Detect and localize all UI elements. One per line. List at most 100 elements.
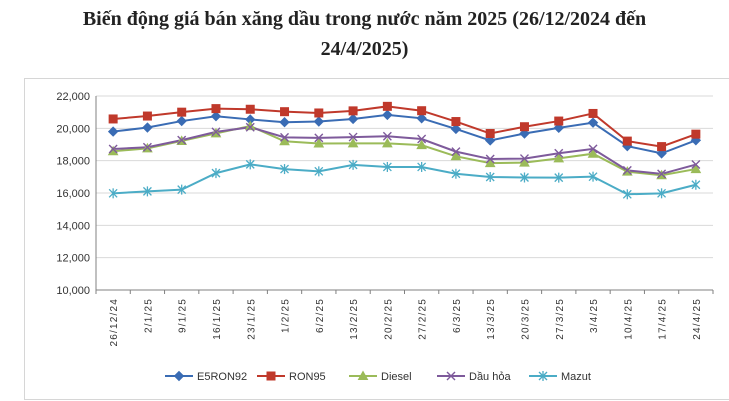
data-point xyxy=(142,142,152,152)
chart-title: Biến động giá bán xăng dầu trong nước nă… xyxy=(0,4,729,64)
data-point xyxy=(519,128,530,139)
data-point xyxy=(519,157,530,167)
legend-item: E5RON92 xyxy=(165,370,247,383)
legend-label: Diesel xyxy=(381,371,412,383)
data-point xyxy=(211,127,221,137)
legend-label: Dầu hỏa xyxy=(469,371,511,383)
x-tick-label: 20/3/25 xyxy=(520,298,531,340)
data-point xyxy=(245,159,255,170)
data-point xyxy=(484,135,496,146)
series-markers xyxy=(107,101,702,200)
x-tick-label: 6/2/25 xyxy=(315,298,326,333)
data-point xyxy=(382,109,393,121)
x-tick-label: 1/2/25 xyxy=(281,298,292,333)
data-point-stroke xyxy=(177,135,187,145)
data-point xyxy=(451,117,461,127)
data-point xyxy=(280,132,290,142)
data-point xyxy=(245,122,255,132)
data-point xyxy=(348,132,358,142)
legend: E5RON92 RON95 Diesel Dầu hỏa Mazut xyxy=(165,370,591,383)
data-point xyxy=(587,117,599,128)
data-point-stroke xyxy=(691,160,701,170)
data-point xyxy=(280,164,289,175)
data-point xyxy=(622,189,632,200)
data-point xyxy=(142,111,152,121)
data-point xyxy=(314,108,324,118)
x-tick-label: 17/4/25 xyxy=(658,298,669,340)
data-point xyxy=(622,165,632,175)
data-point xyxy=(211,104,221,114)
x-axis-ticks: 26/12/24 2/1/25 9/1/25 16/1/25 23/1/25 1/2/25… xyxy=(109,298,703,347)
x-tick-label: 13/2/25 xyxy=(349,298,360,340)
data-point-stroke xyxy=(657,169,667,179)
data-point xyxy=(177,184,187,195)
data-point xyxy=(347,113,359,125)
x-tick-label: 6/3/25 xyxy=(452,298,463,333)
data-point-stroke xyxy=(382,131,392,141)
data-point xyxy=(417,134,427,144)
x-tick-label: 3/4/25 xyxy=(589,298,600,333)
data-point xyxy=(417,106,427,116)
data-point xyxy=(450,123,462,135)
data-point-stroke xyxy=(108,144,118,154)
data-point xyxy=(691,179,701,190)
data-point xyxy=(450,150,462,161)
y-axis-ticks: 10,000 12,000 14,000 16,000 18,000 20,000 22,0… xyxy=(56,91,90,297)
y-tick-label: 18,000 xyxy=(56,156,90,168)
data-point-stroke xyxy=(519,154,529,164)
data-point xyxy=(347,137,359,148)
data-point xyxy=(520,172,529,183)
legend-item: Mazut xyxy=(529,371,591,383)
series-line-ron95 xyxy=(113,105,697,148)
data-point-stroke xyxy=(588,144,598,154)
data-point xyxy=(382,161,392,172)
data-point xyxy=(348,159,358,170)
data-point xyxy=(382,101,392,111)
chart-title-line1: Biến động giá bán xăng dầu trong nước nă… xyxy=(82,8,647,30)
series-line-diesel xyxy=(113,125,697,177)
data-point xyxy=(266,371,276,381)
series-line-dầu-hỏa xyxy=(113,126,697,175)
data-point xyxy=(313,138,325,148)
data-point xyxy=(173,370,185,382)
data-point xyxy=(622,136,632,146)
data-point xyxy=(108,188,118,199)
data-point xyxy=(657,142,667,152)
data-point xyxy=(553,122,564,134)
data-point xyxy=(245,104,255,114)
data-point xyxy=(280,107,290,117)
data-point xyxy=(554,116,564,126)
data-point xyxy=(142,186,152,197)
data-point xyxy=(382,137,393,148)
data-point xyxy=(314,166,324,177)
legend-item: RON95 xyxy=(257,371,326,383)
chart-panel xyxy=(24,78,729,400)
legend-item: Dầu hỏa xyxy=(437,371,511,383)
data-point xyxy=(107,126,119,137)
data-point xyxy=(553,152,565,163)
data-point xyxy=(690,163,702,174)
chart-title-line2: 24/4/2025) xyxy=(320,38,409,60)
x-tick-label: 20/2/25 xyxy=(383,298,394,340)
data-point-stroke xyxy=(314,133,324,143)
data-point xyxy=(348,106,358,116)
data-point xyxy=(244,120,256,131)
legend-item: Diesel xyxy=(349,370,412,383)
data-point xyxy=(417,161,427,172)
x-tick-label: 13/3/25 xyxy=(486,298,497,340)
data-point-stroke xyxy=(485,154,495,164)
data-point xyxy=(357,370,369,380)
data-point xyxy=(588,171,598,182)
data-point xyxy=(313,116,325,127)
data-point xyxy=(657,188,667,199)
data-point xyxy=(279,116,290,128)
data-point-stroke xyxy=(245,122,255,132)
data-point xyxy=(176,115,187,127)
y-tick-label: 22,000 xyxy=(56,91,90,103)
data-point xyxy=(691,160,701,170)
data-point-stroke xyxy=(622,165,632,175)
data-point xyxy=(177,135,187,145)
x-tick-label: 9/1/25 xyxy=(178,298,189,333)
y-tick-label: 14,000 xyxy=(56,220,90,232)
series-line-e5ron92 xyxy=(113,113,697,155)
